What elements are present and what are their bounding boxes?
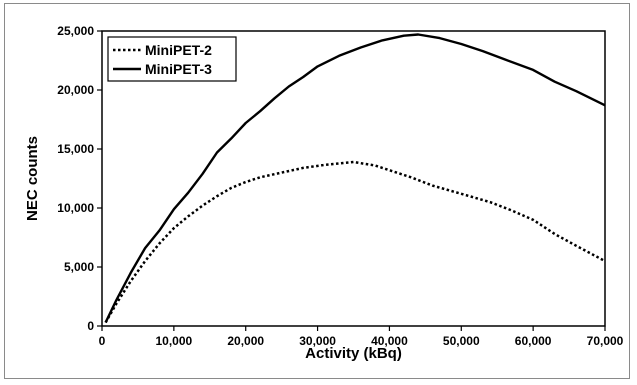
x-tick-label: 10,000 (156, 334, 193, 348)
x-axis-title: Activity (kBq) (305, 345, 402, 362)
x-tick-label: 40,000 (371, 334, 408, 348)
x-tick-label: 50,000 (443, 334, 480, 348)
legend-label-minipet-3: MiniPET-3 (145, 61, 212, 77)
series-line-minipet-3 (104, 33, 606, 324)
series-layer (104, 33, 606, 324)
legend: MiniPET-2 MiniPET-3 (107, 36, 237, 82)
x-axis: 0 10,000 20,000 30,000 40,000 50,000 60,000 70,… (99, 326, 624, 348)
x-tick-label: 0 (99, 334, 106, 348)
y-tick-label: 15,000 (57, 142, 94, 156)
x-tick-label: 30,000 (299, 334, 336, 348)
y-tick-label: 10,000 (57, 201, 94, 215)
y-axis-title: NEC counts (24, 136, 41, 221)
y-tick-label: 5,000 (64, 260, 94, 274)
x-tick-label: 20,000 (227, 334, 264, 348)
x-tick-label: 60,000 (515, 334, 552, 348)
y-tick-label: 25,000 (57, 24, 94, 38)
legend-label-minipet-2: MiniPET-2 (145, 42, 212, 58)
y-tick-label: 20,000 (57, 83, 94, 97)
x-tick-label: 70,000 (587, 334, 624, 348)
legend-box (107, 36, 237, 82)
y-tick-label: 0 (87, 319, 94, 333)
y-axis: 0 5,000 10,000 15,000 20,000 25,000 (57, 24, 102, 333)
series-line-minipet-2 (104, 160, 606, 324)
